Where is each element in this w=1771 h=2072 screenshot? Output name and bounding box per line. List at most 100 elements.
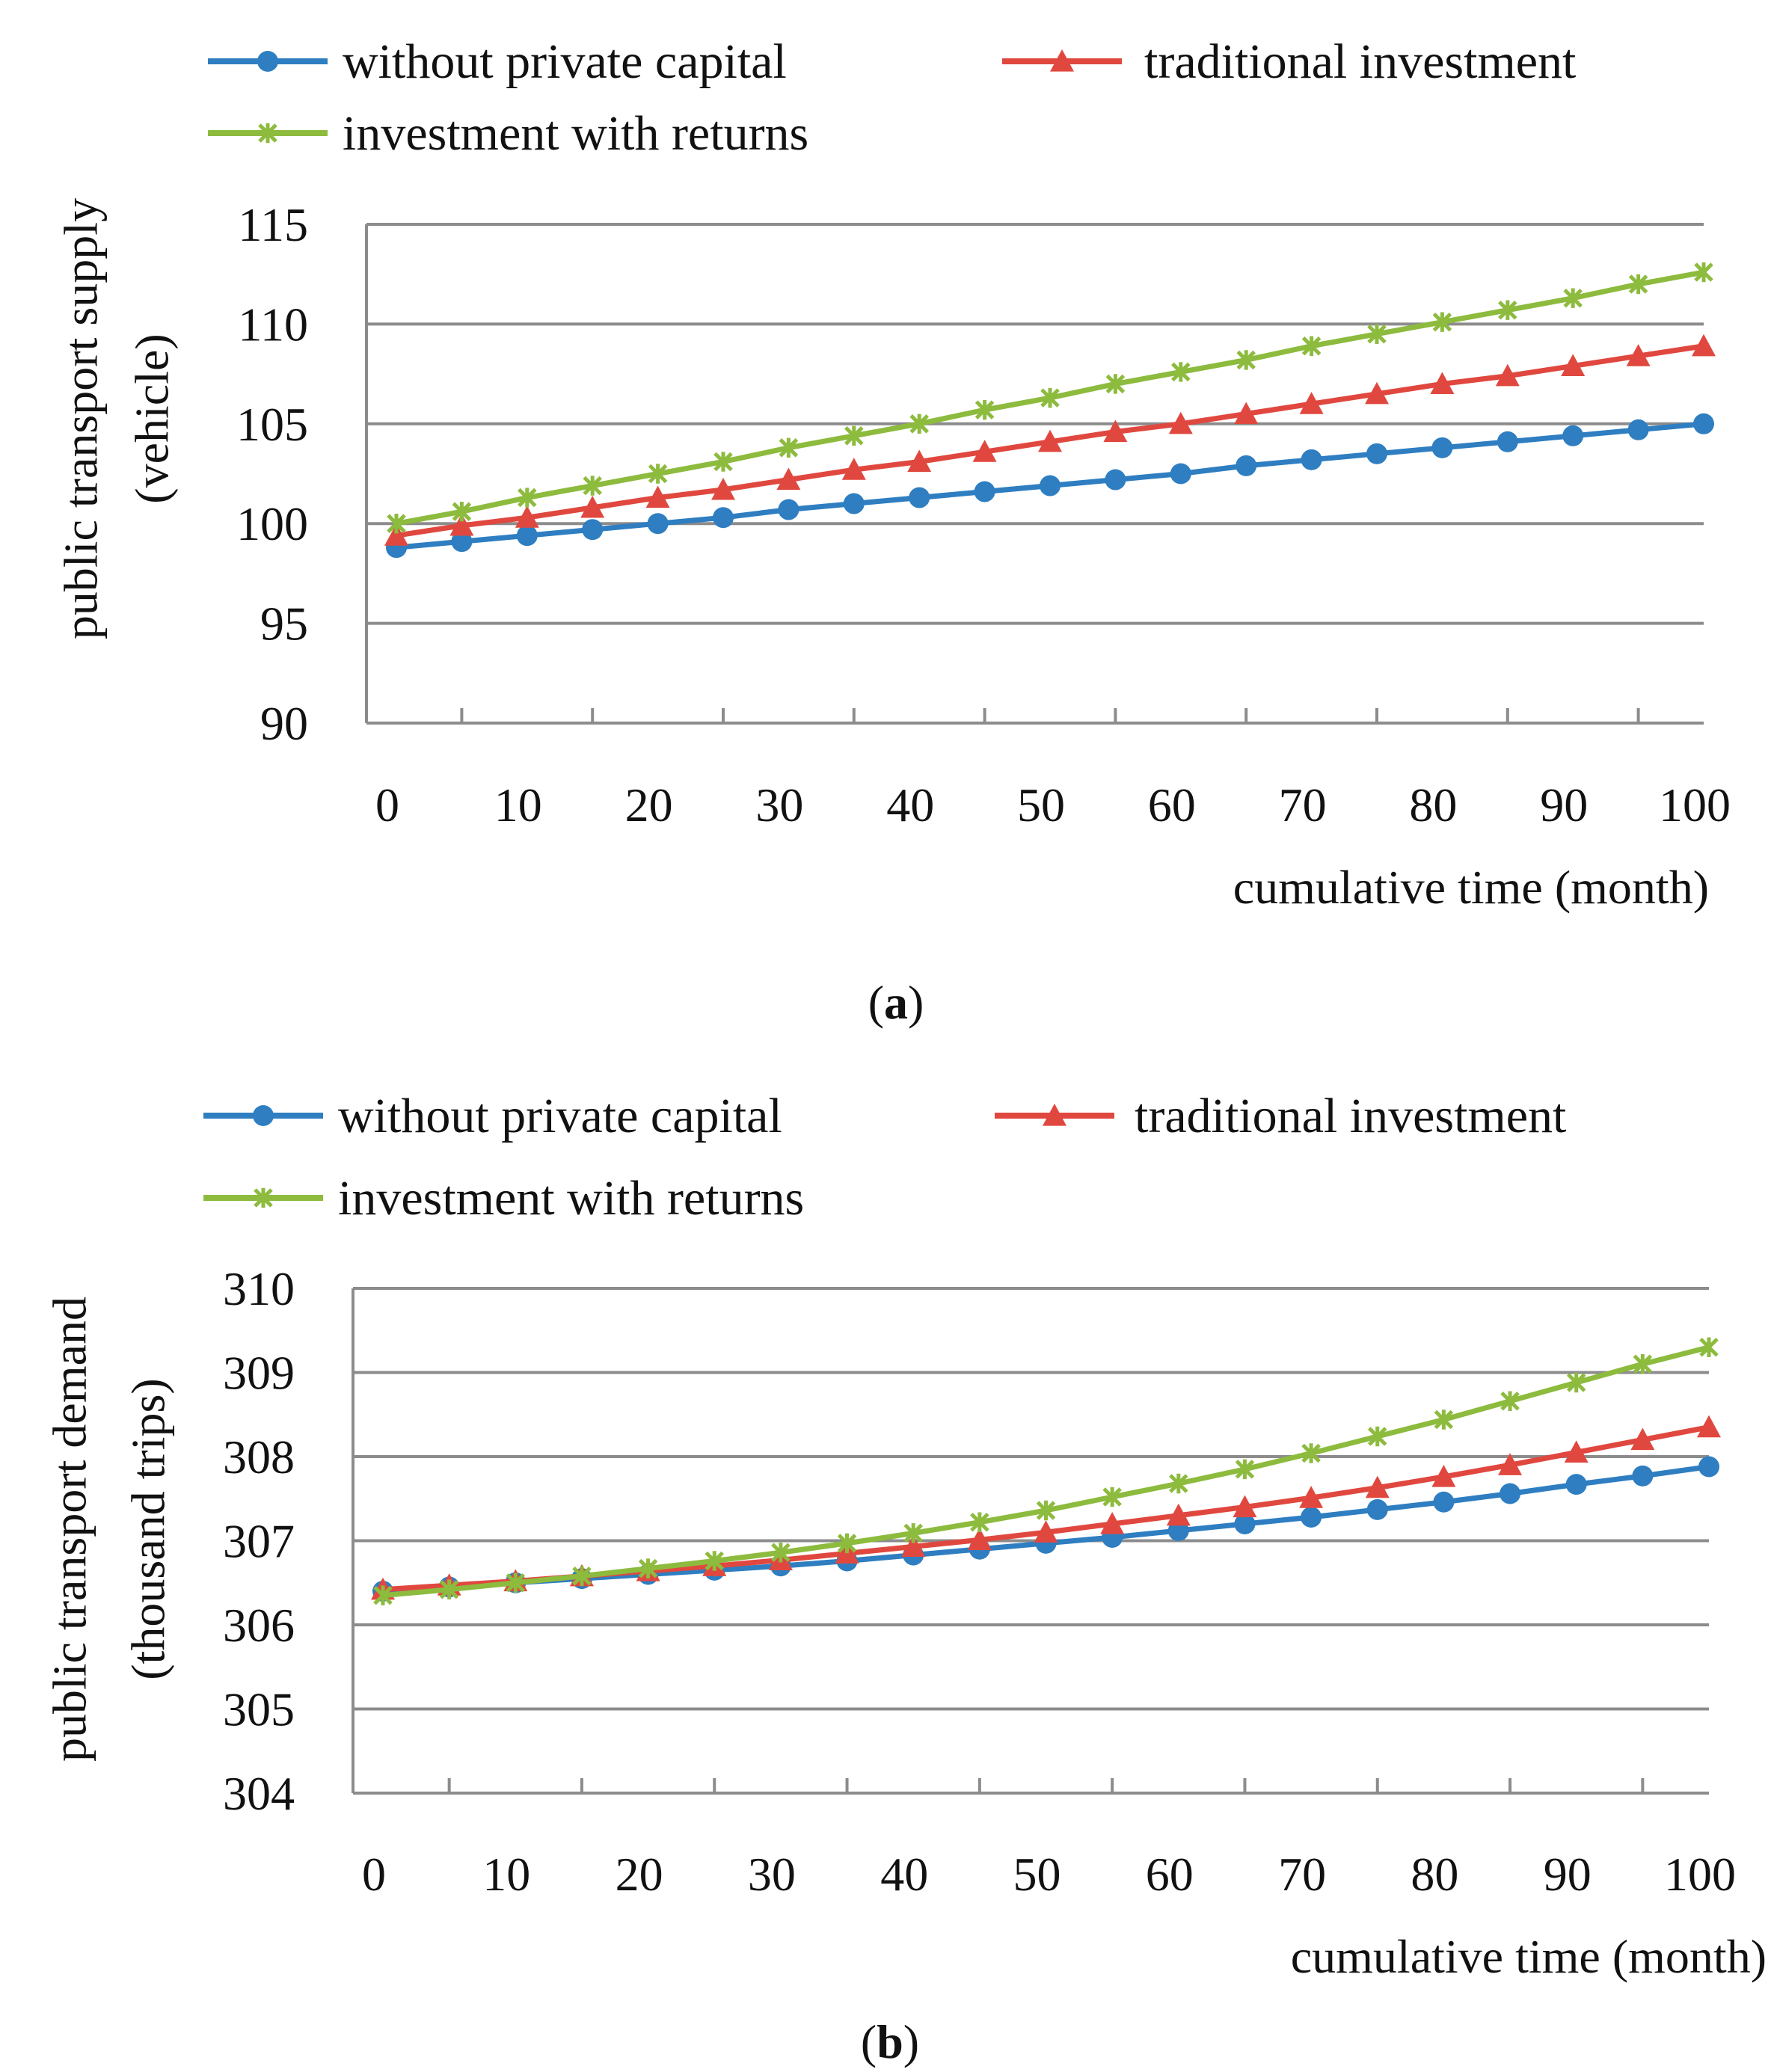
x-tick-label: 70 [1278,1848,1326,1901]
data-point [713,452,733,472]
data-point [373,1585,393,1605]
data-point [451,531,473,553]
x-tick-label: 30 [755,778,803,831]
data-point [1565,1474,1587,1495]
legend-label: without private capital [343,34,787,89]
legend-marker [258,123,277,144]
data-point [1168,411,1193,434]
data-point [1432,312,1452,332]
data-point [967,1528,992,1550]
data-point [844,425,864,446]
data-point [1102,1487,1122,1507]
data-point [1692,333,1716,357]
y-tick-label: 115 [238,198,308,251]
data-point [1038,429,1062,452]
data-point [1495,363,1520,387]
data-point [705,1551,725,1571]
gridlines [353,1287,1709,1711]
panel-caption: (a) [868,976,924,1029]
data-point [452,501,472,522]
data-point [583,476,602,496]
data-point [1366,1498,1388,1520]
series-2 [387,262,1713,534]
x-tick-label: 10 [494,778,542,831]
data-point [837,1533,857,1554]
x-tick-label: 0 [362,1848,386,1901]
data-point [907,449,932,473]
data-point [1299,1486,1324,1508]
data-point [572,1566,592,1586]
x-axis-title: cumulative time (month) [1291,1930,1767,1983]
data-point [711,477,735,500]
x-tick-marks [447,1778,1645,1793]
data-point [1632,1465,1654,1487]
data-point [713,507,734,529]
legend-item-0: without private capital [208,34,787,89]
data-point [1036,1500,1056,1521]
data-point [1498,1453,1523,1475]
data-point [1233,1495,1257,1518]
data-point [1365,1475,1390,1498]
data-point [516,525,538,547]
x-tick-label: 50 [1017,778,1065,831]
data-point [1301,1443,1321,1463]
y-tick-label: 304 [223,1767,295,1820]
data-point [1034,1520,1058,1543]
data-point [1628,274,1648,295]
data-point [580,495,605,518]
panel-caption-letter: a [884,976,908,1029]
data-point [1234,1513,1256,1534]
data-point [974,399,995,420]
data-point [1234,402,1259,425]
y-tick-label: 305 [223,1683,295,1736]
data-point [515,505,539,528]
data-point [439,1579,459,1599]
x-tick-label: 100 [1664,1848,1736,1901]
x-tick-label: 90 [1544,1848,1592,1901]
x-tick-label: 20 [625,778,673,831]
series-0 [386,413,1714,559]
data-point [1299,392,1324,414]
legend: without private capital traditional inves… [208,34,1576,161]
x-tick-label: 20 [616,1848,663,1901]
x-tick-label: 70 [1279,778,1327,831]
y-tick-label: 105 [236,398,308,451]
y-axis-title-line-2: (vehicle) [126,333,179,503]
x-tick-label: 80 [1409,778,1457,831]
data-point [1564,1440,1589,1463]
x-tick-label: 90 [1540,778,1588,831]
data-point [1698,1456,1719,1478]
x-tick-label: 100 [1659,778,1731,831]
legend-item-1: traditional investment [995,1089,1566,1143]
legend-item-0: without private capital [203,1089,782,1143]
y-axis-title-line-1: public transport demand [43,1297,96,1762]
data-point [1626,344,1651,366]
data-point [1366,443,1387,464]
data-point [506,1573,526,1593]
data-point [901,1534,926,1557]
data-point [1563,288,1583,308]
data-point [1301,1507,1322,1528]
panel-caption-letter: b [877,2015,903,2068]
series-1 [384,333,1716,546]
data-point [1697,1415,1721,1438]
data-point [647,513,669,535]
y-tick-label: 90 [260,697,308,750]
data-point [1497,431,1518,452]
data-point [776,467,801,491]
data-point [582,519,604,541]
y-tick-label: 110 [238,298,308,351]
data-point [843,493,865,514]
legend-label: investment with returns [338,1171,804,1226]
chart-panel-a: 90 95 100 105 110 115 0 10 20 30 40 50 60 70 80 90 100 cu… [55,34,1731,1029]
x-tick-label: 40 [880,1848,928,1901]
y-tick-label: 308 [223,1430,295,1484]
data-point [1430,372,1455,395]
y-tick-label: 310 [223,1262,295,1315]
y-tick-label: 100 [236,497,308,550]
data-point [909,414,929,434]
legend-marker [254,1187,273,1208]
panel-caption: (b) [861,2015,919,2068]
data-point [1566,1372,1586,1393]
